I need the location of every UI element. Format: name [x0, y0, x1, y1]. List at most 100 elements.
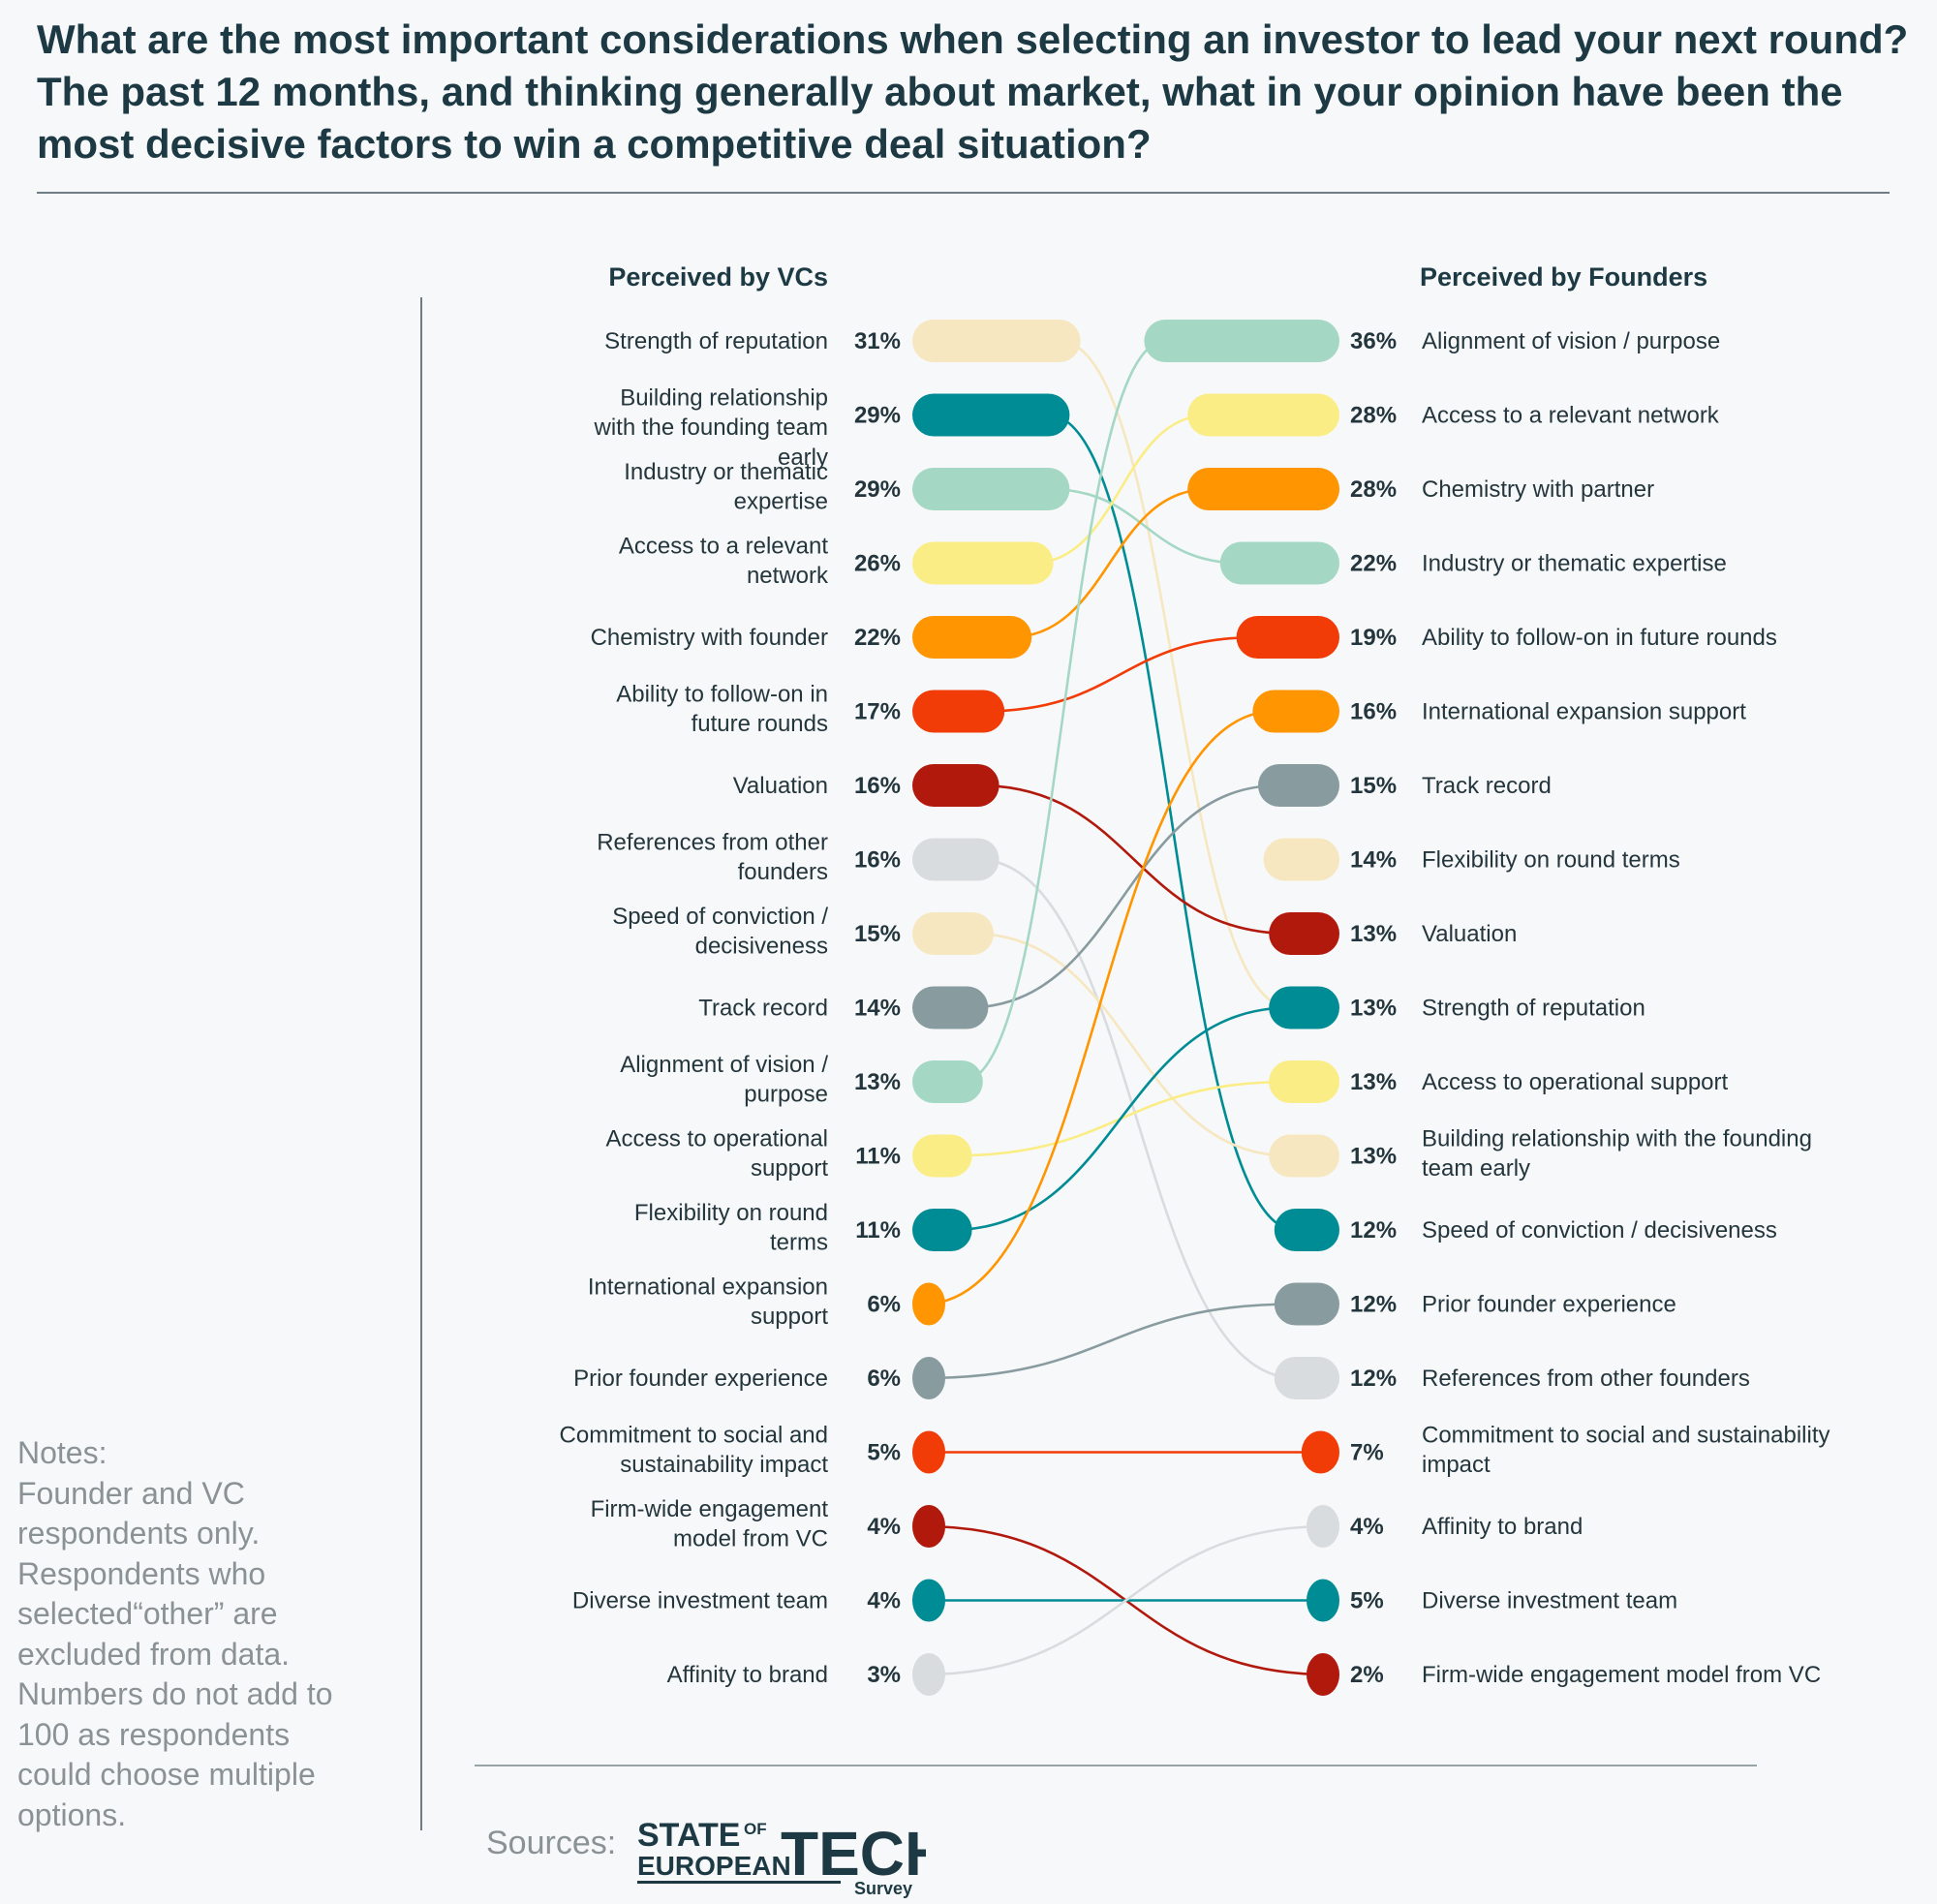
founder-bar-valuation	[1269, 912, 1339, 955]
connector-chemistry-with-founder	[1010, 487, 1210, 639]
vc-label-strength-of-reputation: Strength of reputation	[604, 328, 828, 354]
vc-label-commitment-to-social-and-sustainability-impact: Commitment to social and sustainability i…	[560, 1423, 829, 1479]
founder-label-strength-of-reputation: Strength of reputation	[1422, 996, 1645, 1022]
logo-survey: Survey	[854, 1879, 912, 1898]
vc-label-prior-founder-experience: Prior founder experience	[573, 1366, 828, 1392]
connector-access-to-a-relevant-network	[1031, 414, 1210, 565]
vc-bar-alignment-of-vision-purpose	[912, 1060, 983, 1103]
vc-value-access-to-operational-support: 11%	[855, 1144, 901, 1170]
vc-bar-strength-of-reputation	[912, 320, 1081, 362]
vc-value-prior-founder-experience: 6%	[867, 1366, 901, 1392]
founder-bar-track-record	[1258, 764, 1339, 807]
connector-affinity-to-brand	[923, 1524, 1329, 1676]
founder-label-firm-wide-engagement-model-from-vc: Firm-wide engagement model from VC	[1422, 1662, 1821, 1688]
vc-bar-international-expansion-support	[912, 1282, 945, 1326]
founder-bar-prior-founder-experience	[1274, 1282, 1339, 1326]
founder-label-track-record: Track record	[1422, 773, 1552, 799]
founder-label-references-from-other-founders: References from other founders	[1422, 1366, 1750, 1392]
founder-value-access-to-operational-support: 13%	[1350, 1069, 1397, 1095]
connector-ability-to-follow-on-in-future-rounds	[983, 635, 1258, 713]
founder-label-industry-or-thematic-expertise: Industry or thematic expertise	[1422, 551, 1727, 577]
title-divider	[37, 192, 1890, 194]
logo-of: OF	[744, 1820, 767, 1838]
vc-label-chemistry-with-founder: Chemistry with founder	[591, 625, 828, 651]
connector-references-from-other-founders	[977, 858, 1296, 1380]
vc-value-affinity-to-brand: 3%	[867, 1662, 901, 1688]
vc-label-valuation: Valuation	[733, 773, 828, 799]
logo-tech: TECH	[781, 1819, 926, 1889]
vc-label-track-record: Track record	[698, 996, 828, 1022]
founder-label-ability-to-follow-on-in-future-rounds: Ability to follow-on in future rounds	[1422, 625, 1777, 651]
connector-flexibility-on-round-terms	[950, 1006, 1291, 1232]
connector-lines	[923, 339, 1329, 1676]
founder-bar-international-expansion-support	[1252, 690, 1339, 733]
founder-bar-strength-of-reputation	[1269, 986, 1339, 1029]
vc-bar-firm-wide-engagement-model-from-vc	[912, 1505, 945, 1548]
founder-label-flexibility-on-round-terms: Flexibility on round terms	[1422, 847, 1680, 874]
founder-label-affinity-to-brand: Affinity to brand	[1422, 1514, 1583, 1540]
connector-valuation	[977, 783, 1291, 936]
founder-label-international-expansion-support: International expansion support	[1422, 699, 1746, 725]
founder-value-access-to-a-relevant-network: 28%	[1350, 403, 1397, 429]
connector-prior-founder-experience	[923, 1303, 1296, 1380]
vc-label-access-to-operational-support: Access to operational support	[606, 1126, 829, 1182]
founder-bar-alignment-of-vision-purpose	[1144, 320, 1339, 362]
founder-value-building-relationship-with-the-founding-team-early: 13%	[1350, 1144, 1397, 1170]
founder-bar-access-to-operational-support	[1269, 1060, 1339, 1103]
founder-bar-speed-of-conviction-decisiveness	[1274, 1209, 1339, 1251]
vc-column-title: Perceived by VCs	[608, 262, 828, 292]
vc-label-building-relationship-with-the-founding-team-early: Building relationship with the founding t…	[594, 385, 829, 471]
vc-label-diverse-investment-team: Diverse investment team	[572, 1588, 828, 1614]
founder-bar-affinity-to-brand	[1307, 1505, 1339, 1548]
founder-value-industry-or-thematic-expertise: 22%	[1350, 551, 1397, 577]
founder-bar-ability-to-follow-on-in-future-rounds	[1236, 616, 1339, 659]
vc-bar-references-from-other-founders	[912, 838, 999, 881]
founder-label-speed-of-conviction-decisiveness: Speed of conviction / decisiveness	[1422, 1217, 1777, 1244]
connector-industry-or-thematic-expertise	[1048, 487, 1242, 565]
vc-value-flexibility-on-round-terms: 11%	[855, 1217, 901, 1244]
vc-label-industry-or-thematic-expertise: Industry or thematic expertise	[624, 459, 828, 515]
connector-international-expansion-support	[923, 710, 1275, 1305]
vc-value-speed-of-conviction-decisiveness: 15%	[854, 921, 901, 947]
vc-label-alignment-of-vision-purpose: Alignment of vision / purpose	[620, 1052, 828, 1108]
vc-bar-valuation	[912, 764, 999, 807]
state-of-european-tech-logo: STATE OF EUROPEAN TECH Survey	[637, 1817, 926, 1898]
vc-value-international-expansion-support: 6%	[867, 1292, 901, 1318]
vc-value-diverse-investment-team: 4%	[867, 1588, 901, 1614]
vc-bar-track-record	[912, 986, 989, 1029]
vc-value-references-from-other-founders: 16%	[854, 847, 901, 874]
labels: Perceived by VCs Perceived by Founders 31%…	[560, 262, 1830, 1688]
vc-bar-commitment-to-social-and-sustainability-impact	[912, 1430, 945, 1474]
notes-text: Notes: Founder and VC respondents only. …	[17, 1435, 333, 1832]
founder-bar-industry-or-thematic-expertise	[1219, 541, 1339, 585]
vc-value-industry-or-thematic-expertise: 29%	[854, 476, 901, 503]
vc-value-ability-to-follow-on-in-future-rounds: 17%	[854, 699, 901, 725]
vc-bar-flexibility-on-round-terms	[912, 1209, 972, 1251]
founder-bar-building-relationship-with-the-founding-team-early	[1269, 1134, 1339, 1178]
sources-label: Sources:	[486, 1825, 617, 1861]
founder-label-prior-founder-experience: Prior founder experience	[1422, 1292, 1676, 1318]
founder-value-chemistry-with-partner: 28%	[1350, 476, 1397, 503]
founder-bar-firm-wide-engagement-model-from-vc	[1307, 1653, 1339, 1696]
vc-bar-building-relationship-with-the-founding-team-early	[912, 393, 1070, 437]
vc-value-access-to-a-relevant-network: 26%	[854, 551, 901, 577]
founder-bar-diverse-investment-team	[1307, 1579, 1339, 1622]
connector-building-relationship-with-the-founding-team-early	[1048, 414, 1296, 1232]
vc-bar-access-to-a-relevant-network	[912, 541, 1054, 585]
connector-track-record	[967, 783, 1280, 1009]
vc-label-affinity-to-brand: Affinity to brand	[667, 1662, 828, 1688]
vc-bar-affinity-to-brand	[912, 1653, 945, 1696]
founder-bar-chemistry-with-partner	[1187, 468, 1339, 510]
founder-bar-references-from-other-founders	[1274, 1357, 1339, 1399]
vc-value-building-relationship-with-the-founding-team-early: 29%	[854, 403, 901, 429]
bars	[912, 320, 1339, 1696]
founder-column-title: Perceived by Founders	[1420, 262, 1707, 292]
vc-label-international-expansion-support: International expansion support	[588, 1274, 829, 1331]
founder-value-prior-founder-experience: 12%	[1350, 1292, 1397, 1318]
founder-value-firm-wide-engagement-model-from-vc: 2%	[1350, 1662, 1384, 1688]
vc-bar-ability-to-follow-on-in-future-rounds	[912, 690, 1005, 733]
founder-value-references-from-other-founders: 12%	[1350, 1366, 1397, 1392]
founder-label-building-relationship-with-the-founding-team-early: Building relationship with the founding t…	[1422, 1126, 1812, 1182]
founder-value-flexibility-on-round-terms: 14%	[1350, 847, 1397, 874]
